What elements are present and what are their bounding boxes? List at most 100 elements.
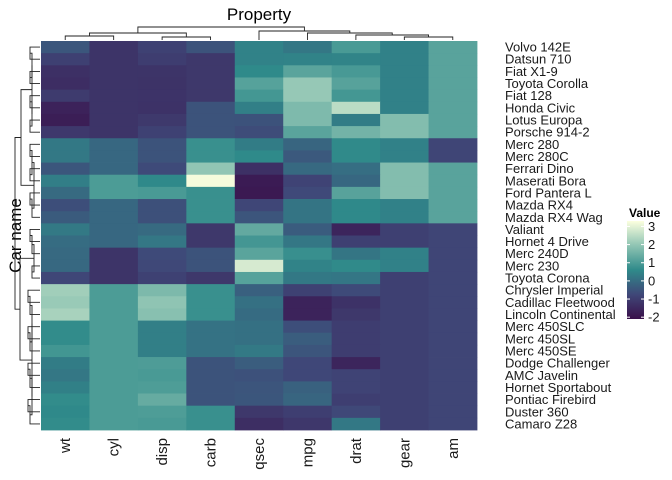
heatmap-cell [186, 320, 236, 334]
heatmap-cell [380, 259, 429, 273]
heatmap-cell [89, 369, 139, 382]
heatmap-cell [137, 417, 187, 431]
column-labels: wt cyl disp carb qsec mpg drat gear am [57, 437, 462, 470]
heatmap-cell [331, 162, 381, 176]
heatmap-cell [89, 113, 139, 127]
heatmap-cell [186, 113, 236, 127]
row-label: Mazda RX4 [505, 198, 573, 213]
row-label: Datsun 710 [505, 52, 572, 67]
heatmap-cell [283, 344, 333, 358]
row-label: Merc 230 [505, 258, 559, 273]
heatmap-cell [89, 332, 139, 346]
row-dendrogram [14, 46, 40, 425]
heatmap-cell [137, 162, 187, 176]
heatmap-cell [428, 113, 478, 127]
heatmap-cell [428, 271, 478, 285]
legend-tick-label: 2 [648, 237, 655, 252]
heatmap-cell [89, 235, 139, 249]
heatmap-cell [89, 417, 139, 431]
row-label: Fiat 128 [505, 88, 552, 103]
legend-title: Value [629, 206, 661, 220]
row-label: Dodge Challenger [505, 356, 610, 371]
heatmap-cell [186, 344, 236, 358]
heatmap-cell [283, 89, 333, 103]
heatmap-cell [186, 271, 236, 285]
heatmap-cell [234, 77, 284, 91]
heatmap-cell [234, 126, 284, 139]
heatmap-cell [89, 53, 139, 66]
dendrogram-branch [258, 30, 351, 40]
row-label: Maserati Bora [505, 173, 587, 188]
heatmap-cell [186, 65, 236, 78]
column-label: qsec [251, 438, 268, 470]
legend-tick-label: 0 [648, 273, 655, 288]
heatmap-cell [331, 101, 381, 115]
heatmap-cell [137, 113, 187, 127]
heatmap-cell [380, 126, 429, 139]
heatmap-cell [380, 393, 429, 407]
heatmap-cell [331, 65, 381, 78]
heatmap-cell [186, 235, 236, 249]
heatmap-cell [380, 41, 429, 54]
heatmap-cell [283, 77, 333, 91]
heatmap-cell [428, 332, 478, 346]
heatmap-cell [234, 199, 284, 212]
heatmap-cell [234, 186, 284, 200]
legend-tick-label: -1 [648, 292, 660, 307]
heatmap-cell [331, 89, 381, 103]
dendrogram-branch [30, 377, 33, 416]
row-label: Camaro Z28 [505, 416, 577, 431]
heatmap-cell [283, 369, 333, 382]
heatmap-cell [137, 284, 187, 297]
heatmap-cell [137, 53, 187, 66]
heatmap-cell [380, 357, 429, 370]
heatmap-cell [137, 223, 187, 236]
heatmap-cell [186, 417, 236, 431]
heatmap-cell [428, 223, 478, 236]
heatmap-cell [428, 405, 478, 419]
row-label: Fiat X1-9 [505, 64, 558, 79]
row-label: Merc 450SLC [505, 319, 584, 334]
heatmap-cell [89, 308, 139, 321]
heatmap-cell [380, 162, 429, 176]
heatmap-cell [428, 393, 478, 407]
heatmap-cell [428, 357, 478, 370]
heatmap-cell [234, 344, 284, 358]
heatmap-cell [234, 381, 284, 394]
heatmap-cell [380, 369, 429, 382]
row-label: Hornet 4 Drive [505, 234, 589, 249]
heatmap-cell [380, 211, 429, 224]
heatmap-cell [89, 77, 139, 91]
heatmap-cell [428, 186, 478, 200]
heatmap-cell [41, 393, 90, 407]
heatmap-cell [186, 162, 236, 176]
row-label: Hornet Sportabout [505, 380, 612, 395]
heatmap-cell [89, 199, 139, 212]
heatmap-cell [89, 186, 139, 200]
heatmap-cell [186, 138, 236, 151]
heatmap-cell [428, 41, 478, 54]
heatmap-cell [331, 235, 381, 249]
heatmap-cell [186, 101, 236, 115]
heatmap-cell [137, 126, 187, 139]
heatmap-cell [331, 393, 381, 407]
heatmap-cell [186, 284, 236, 297]
heatmap-cell [331, 417, 381, 431]
heatmap-cell [428, 235, 478, 249]
heatmap-cell [137, 89, 187, 103]
heatmap-cell [283, 308, 333, 321]
heatmap-cell [186, 259, 236, 273]
heatmap-cell [137, 405, 187, 419]
heatmap-cell [331, 138, 381, 151]
heatmap-cell [331, 199, 381, 212]
heatmap-cell [41, 405, 90, 419]
heatmap-cell [283, 199, 333, 212]
heatmap-cell [234, 41, 284, 54]
heatmap-cell [137, 247, 187, 261]
heatmap-cell [428, 89, 478, 103]
heatmap-cell [137, 41, 187, 54]
heatmap-cell [380, 308, 429, 321]
heatmap-cell [89, 247, 139, 261]
heatmap-cell [41, 259, 90, 273]
heatmap-cell [89, 41, 139, 54]
